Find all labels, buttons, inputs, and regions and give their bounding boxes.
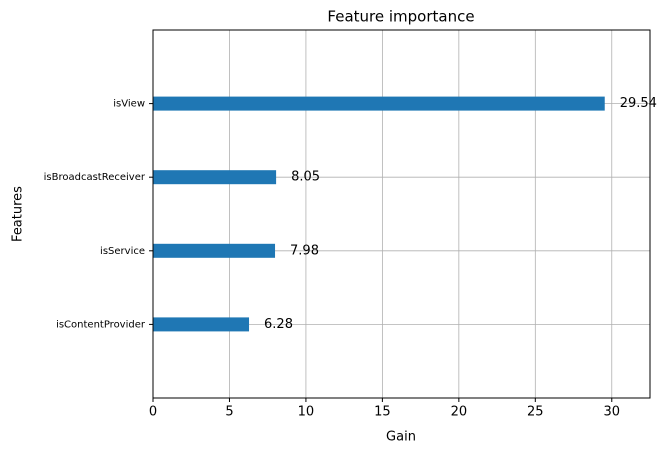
- y-tick-label: isBroadcastReceiver: [44, 172, 146, 183]
- x-axis-label: Gain: [386, 430, 416, 445]
- x-tick-label: 0: [149, 405, 157, 420]
- chart-title: Feature importance: [327, 8, 474, 26]
- y-tick-label: isContentProvider: [56, 319, 146, 330]
- bar: [153, 170, 277, 185]
- y-tick-label: isView: [113, 99, 145, 110]
- y-tick-label: isService: [100, 246, 145, 257]
- bar: [153, 317, 250, 332]
- bar: [153, 243, 276, 258]
- x-tick-label: 20: [451, 405, 468, 420]
- value-label: 7.98: [290, 243, 319, 258]
- x-tick-label: 25: [527, 405, 544, 420]
- y-axis-label: Features: [11, 186, 26, 242]
- x-tick-label: 15: [374, 405, 391, 420]
- x-tick-label: 30: [603, 405, 620, 420]
- value-label: 29.54: [620, 96, 657, 111]
- axes-frame: [152, 29, 651, 399]
- bar: [153, 96, 605, 111]
- value-label: 6.28: [264, 317, 293, 332]
- value-label: 8.05: [291, 170, 320, 185]
- x-tick-label: 10: [298, 405, 315, 420]
- x-tick-label: 5: [225, 405, 233, 420]
